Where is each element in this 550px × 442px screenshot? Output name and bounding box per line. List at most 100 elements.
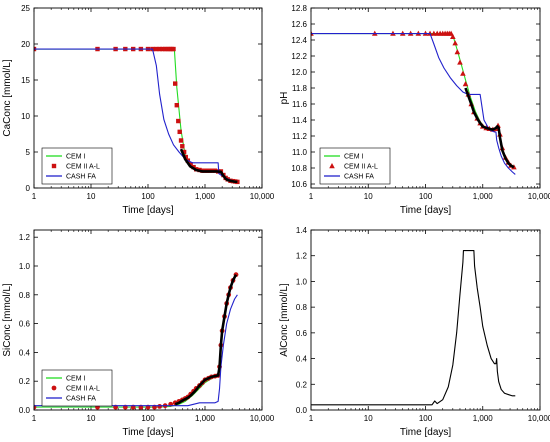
- x-tick-label: 10,000: [250, 414, 275, 423]
- y-tick-label: 0.2: [296, 380, 308, 389]
- series-cem-ii-a-l-point: [462, 81, 469, 87]
- y-tick-label: 1.4: [296, 226, 308, 235]
- y-tick-label: 10.6: [291, 180, 307, 189]
- x-axis-title: Time [days]: [122, 205, 174, 216]
- plot-frame: [33, 229, 263, 411]
- x-tick-label: 1,000: [473, 192, 494, 201]
- series-cem-ii-a-l-point: [176, 118, 181, 124]
- series-cem-ii-a-l-point: [171, 46, 176, 52]
- legend-swatch-cem-ii-a-l: [51, 385, 57, 391]
- plot-frame: [33, 7, 263, 189]
- y-tick-label: 0.6: [19, 320, 31, 329]
- series-cash-fa-line: [34, 294, 238, 407]
- x-tick-label: 1,000: [195, 192, 216, 201]
- x-axis-title: Time [days]: [400, 205, 452, 216]
- x-tick-label: 1: [32, 414, 37, 423]
- y-tick-label: 0.4: [296, 355, 308, 364]
- y-tick-label: 12.6: [291, 20, 307, 29]
- legend-label-cem-i: CEM I: [344, 154, 364, 161]
- legend-swatch-cem-ii-a-l: [329, 163, 335, 169]
- y-tick-label: 1.0: [19, 262, 31, 271]
- y-tick-label: 0.2: [19, 377, 31, 386]
- plot-area: [34, 46, 240, 185]
- y-tick-label: 25: [21, 4, 30, 13]
- chart-panel-4: 1 10 100 1,000 10,000 0.0 0.2 0.4 0.6 0.8 1.0 1.2 1.…: [279, 226, 550, 438]
- x-tick-label: 10: [87, 192, 96, 201]
- x-tick-label: 10: [87, 414, 96, 423]
- legend-swatch-cem-ii-a-l: [51, 163, 57, 169]
- y-tick-label: 11.2: [292, 132, 308, 141]
- plot-area: [311, 250, 516, 406]
- legend: CEM I CEM II A-L CASH FA: [41, 147, 113, 185]
- y-tick-label: 0.0: [19, 406, 31, 415]
- series-cem-ii-a-l-point: [178, 138, 184, 143]
- y-axis-title: pH: [279, 92, 290, 105]
- series-cem-ii-a-l-point: [181, 149, 187, 155]
- chart-panel-1: 1 10 100 1,000 10,000 0 5 10 15 20 25 Time [days] Ca…: [2, 4, 275, 216]
- series-cem-ii-a-l-point: [450, 33, 456, 39]
- series-cem-ii-a-l-point: [172, 81, 178, 86]
- plot-area: [311, 30, 517, 175]
- y-tick-label: 11.0: [292, 148, 308, 157]
- y-tick-label: 0.8: [19, 291, 31, 300]
- x-tick-label: 1,000: [195, 414, 216, 423]
- x-axis-title: Time [days]: [122, 427, 174, 438]
- y-tick-label: 1.2: [19, 233, 31, 242]
- x-tick-label: 10,000: [250, 192, 275, 201]
- y-tick-label: 0: [26, 184, 31, 193]
- legend-label-cem-ii-a-l: CEM II A-L: [344, 164, 378, 171]
- y-tick-label: 0.6: [296, 329, 308, 338]
- series-cem-ii-a-l-point: [454, 49, 461, 55]
- series-black-line: [311, 250, 516, 406]
- legend: CEM I CEM II A-L CASH FA: [319, 147, 391, 185]
- series-cem-ii-a-l-point: [154, 46, 159, 52]
- y-tick-label: 15: [21, 76, 30, 85]
- y-tick-label: 0.4: [19, 348, 31, 357]
- legend-label-cem-i: CEM I: [66, 154, 86, 161]
- x-tick-label: 1: [309, 414, 314, 423]
- x-tick-label: 100: [419, 414, 433, 423]
- y-axis-title: AlConc [mmol/L]: [279, 283, 290, 357]
- y-tick-label: 1.2: [296, 252, 308, 261]
- series-black-line: [174, 274, 238, 406]
- y-tick-label: 12.0: [291, 68, 307, 77]
- y-tick-label: 1.0: [296, 277, 308, 286]
- series-cem-ii-a-l-point: [183, 154, 188, 160]
- legend-label-cash-fa: CASH FA: [66, 174, 96, 181]
- chart-panel-3: 1 10 100 1,000 10,000 0.0 0.2 0.4 0.6 0.8 1.0 1.2 Ti…: [2, 229, 275, 438]
- series-cem-ii-a-l-point: [157, 404, 163, 409]
- legend-label-cem-i: CEM I: [66, 376, 86, 383]
- y-tick-label: 12.2: [291, 52, 307, 61]
- y-tick-label: 11.6: [292, 100, 308, 109]
- series-cash-fa-line: [311, 33, 516, 175]
- series-cem-ii-a-l-point: [180, 144, 185, 149]
- series-cem-ii-a-l-point: [177, 129, 182, 135]
- x-tick-label: 10: [364, 414, 373, 423]
- x-axis-title: Time [days]: [400, 427, 452, 438]
- series-cem-ii-a-l-point: [457, 59, 463, 65]
- y-tick-label: 11.8: [292, 84, 308, 93]
- x-tick-label: 100: [141, 414, 155, 423]
- series-cem-ii-a-l-point: [160, 46, 165, 52]
- x-tick-label: 10,000: [528, 192, 550, 201]
- y-tick-label: 10.8: [291, 164, 307, 173]
- chart-panel-2: 1 10 100 1,000 10,000 10.6 10.8 11.0 11.2 11.4 11.…: [279, 4, 550, 216]
- series-black-line: [179, 148, 238, 184]
- plot-frame: [310, 229, 541, 411]
- y-axis-title: SiConc [mmol/L]: [2, 283, 13, 357]
- legend-label-cem-ii-a-l: CEM II A-L: [66, 386, 100, 393]
- series-cem-ii-a-l-point: [460, 70, 466, 76]
- legend-label-cash-fa: CASH FA: [344, 174, 374, 181]
- y-tick-label: 12.8: [291, 4, 307, 13]
- series-cem-i-line: [311, 33, 516, 168]
- series-cem-ii-a-l-point: [174, 103, 179, 108]
- series-cem-ii-a-l-point: [188, 162, 193, 167]
- plot-area: [34, 272, 239, 410]
- series-cem-ii-a-l-point: [162, 46, 168, 52]
- x-tick-label: 100: [141, 192, 155, 201]
- y-tick-label: 11.4: [292, 116, 308, 125]
- plot-frame: [310, 7, 541, 189]
- y-tick-label: 5: [26, 148, 31, 157]
- y-tick-label: 12.4: [291, 36, 307, 45]
- y-tick-label: 20: [21, 40, 30, 49]
